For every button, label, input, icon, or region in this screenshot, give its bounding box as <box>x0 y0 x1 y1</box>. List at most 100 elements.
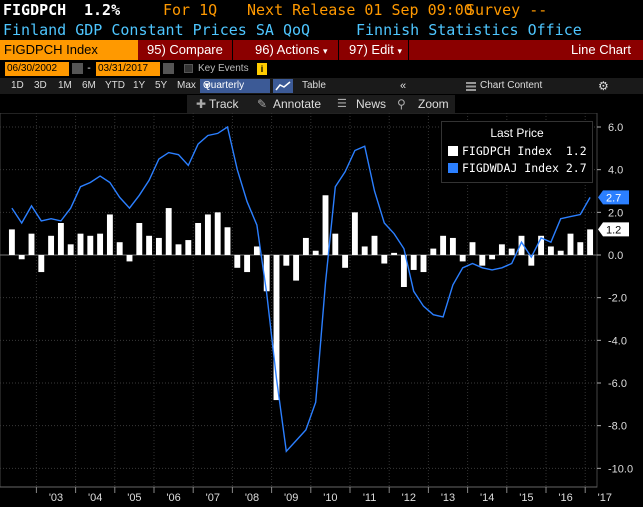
pencil-icon[interactable]: ✎ <box>257 97 268 111</box>
chart-content-button[interactable]: Chart Content <box>480 80 543 91</box>
last-value-text: 1.2 <box>606 224 621 236</box>
x-tick-label: '03 <box>49 492 63 504</box>
bar <box>175 244 182 255</box>
chart-tools-row: ✚ Track ✎ Annotate ☰ News ⚲ Zoom <box>0 95 643 113</box>
compare-button[interactable]: 95) Compare <box>147 42 223 57</box>
bar <box>165 208 172 255</box>
bar <box>518 235 525 255</box>
period-5y[interactable]: 5Y <box>155 80 168 91</box>
bar <box>440 235 447 255</box>
bar <box>557 250 564 255</box>
next-release-label: Next Release 01 Sep 09:00 <box>247 1 473 19</box>
bar <box>38 255 45 273</box>
y-tick-label: 2.0 <box>608 207 623 219</box>
y-tick-label: -6.0 <box>608 378 627 390</box>
last-value: 1.2% <box>84 1 121 19</box>
legend-entry-figdpch: FIGDPCH Index 1.2 <box>448 144 587 158</box>
track-button[interactable]: Track <box>209 97 239 111</box>
last-value-labels: 2.7 1.2 <box>598 190 629 237</box>
gear-icon[interactable]: ⚙ <box>598 79 609 93</box>
bar <box>234 255 241 268</box>
period-3d[interactable]: 3D <box>34 80 47 91</box>
news-button[interactable]: News <box>356 97 387 111</box>
bar <box>116 242 123 255</box>
period-1m[interactable]: 1M <box>58 80 72 91</box>
chart-toolbar <box>187 95 455 113</box>
y-tick-label: -2.0 <box>608 293 627 305</box>
period-max[interactable]: Max <box>177 80 196 91</box>
bar <box>322 195 329 255</box>
actions-button[interactable]: 96) Actions ▾ <box>255 40 327 60</box>
bar <box>498 244 505 255</box>
bar <box>8 229 15 255</box>
collapse-left-icon[interactable]: « <box>400 80 407 92</box>
y-tick-label: -4.0 <box>608 335 627 347</box>
zoom-button[interactable]: Zoom <box>418 97 449 111</box>
x-tick-label: '15 <box>519 492 533 504</box>
calendar-icon[interactable] <box>163 63 174 74</box>
bar <box>410 255 417 270</box>
bar <box>420 255 427 273</box>
bar <box>361 246 368 255</box>
legend-swatch <box>448 163 458 173</box>
edit-button[interactable]: 97) Edit ▾ <box>349 40 402 60</box>
period-1y[interactable]: 1Y <box>133 80 146 91</box>
bar <box>430 248 437 255</box>
bar <box>283 255 290 266</box>
info-icon[interactable]: i <box>257 63 267 75</box>
y-tick-label: 4.0 <box>608 165 623 177</box>
bar <box>253 246 260 255</box>
bar <box>57 223 64 255</box>
security-description-row: Finland GDP Constant Prices SA QoQ Finni… <box>0 20 643 40</box>
start-date-field[interactable]: 06/30/2002 <box>5 62 69 76</box>
bar <box>547 246 554 255</box>
bar <box>351 212 358 255</box>
y-tick-label: 6.0 <box>608 122 623 134</box>
table-button[interactable]: Table <box>302 80 326 91</box>
chart-type-label: Line Chart <box>571 42 631 57</box>
last-value-tag: 2.7 <box>598 190 629 205</box>
bar <box>155 237 162 255</box>
actions-label: 96) Actions <box>255 42 320 57</box>
bar-series <box>8 195 594 401</box>
ticker-label: FIGDPCH <box>3 1 67 19</box>
bar <box>224 227 231 255</box>
line-chart-icon[interactable] <box>273 79 293 93</box>
line-path <box>11 125 591 453</box>
x-tick-label: '17 <box>598 492 612 504</box>
security-field[interactable]: FIGDPCH Index <box>0 40 138 60</box>
period-ytd[interactable]: YTD <box>105 80 125 91</box>
x-tick-label: '08 <box>245 492 259 504</box>
bar <box>567 233 574 255</box>
bar <box>391 252 398 255</box>
period-6m[interactable]: 6M <box>82 80 96 91</box>
bar <box>48 235 55 255</box>
bar <box>302 237 309 255</box>
x-tick-label: '09 <box>284 492 298 504</box>
news-icon[interactable]: ☰ <box>337 98 347 110</box>
x-tick-label: '07 <box>206 492 220 504</box>
end-date-field[interactable]: 03/31/2017 <box>96 62 160 76</box>
bar <box>312 250 319 255</box>
survey-label: Survey -- <box>466 1 548 19</box>
command-bar: FIGDPCH Index 95) Compare 96) Actions ▾ … <box>0 40 643 60</box>
chart-area[interactable]: 6.0 4.0 2.0 0.0 -2.0 -4.0 -6.0 -8.0 -10.0 '03 '04… <box>0 113 643 507</box>
calendar-icon[interactable] <box>72 63 83 74</box>
x-tick-label: '05 <box>127 492 141 504</box>
period-1d[interactable]: 1D <box>11 80 24 91</box>
frequency-dropdown[interactable]: Quarterly ▼ <box>200 79 270 93</box>
last-value-text: 2.7 <box>606 192 621 204</box>
source-label: Finnish Statistics Office <box>356 21 582 39</box>
key-events-checkbox[interactable] <box>184 64 193 73</box>
bar <box>244 255 251 273</box>
y-tick-label: -8.0 <box>608 421 627 433</box>
bar <box>185 240 192 255</box>
frequency-label: Quarterly <box>203 80 245 91</box>
bar <box>106 214 113 255</box>
x-tick-label: '14 <box>480 492 494 504</box>
magnifier-icon[interactable]: ⚲ <box>397 97 406 111</box>
move-icon[interactable]: ✚ <box>196 97 207 111</box>
x-tick-label: '12 <box>402 492 416 504</box>
annotate-button[interactable]: Annotate <box>273 97 322 111</box>
y-axis: 6.0 4.0 2.0 0.0 -2.0 -4.0 -6.0 -8.0 -10.0 <box>597 122 633 475</box>
